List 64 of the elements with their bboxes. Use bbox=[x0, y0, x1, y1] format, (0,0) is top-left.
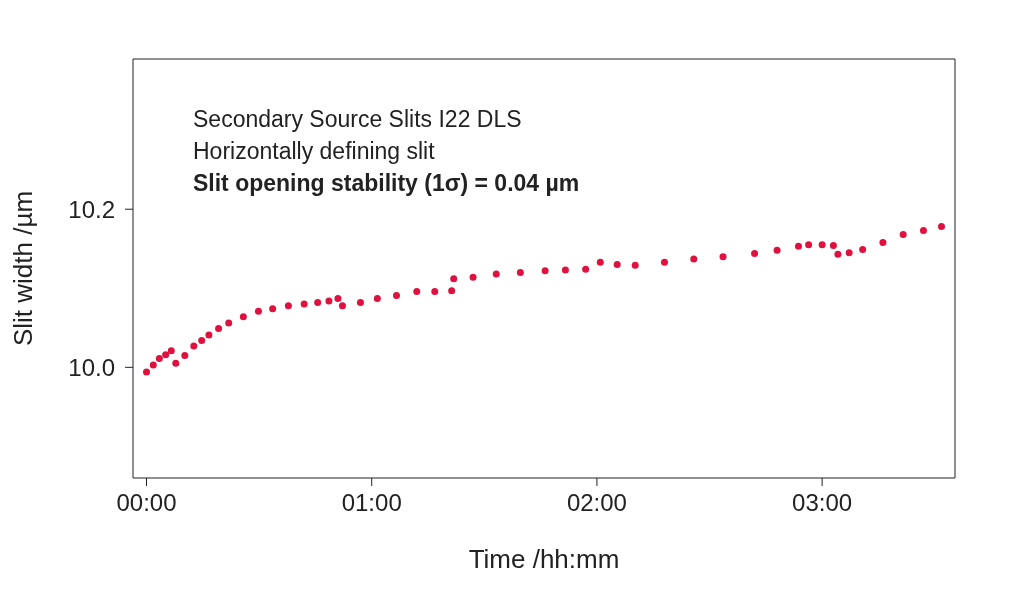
point bbox=[314, 298, 322, 306]
point bbox=[325, 297, 333, 305]
point bbox=[613, 261, 621, 269]
point bbox=[805, 241, 813, 249]
point bbox=[582, 265, 590, 273]
point bbox=[162, 351, 170, 359]
point bbox=[794, 242, 802, 250]
x-tick-label: 00:00 bbox=[116, 489, 177, 517]
point bbox=[845, 249, 853, 257]
point bbox=[413, 287, 421, 295]
point bbox=[834, 250, 842, 258]
point bbox=[596, 258, 604, 266]
point bbox=[469, 273, 477, 281]
point bbox=[300, 300, 308, 308]
point bbox=[392, 291, 400, 299]
point bbox=[149, 361, 157, 369]
y-axis-title: Slit width /µm bbox=[8, 190, 39, 347]
point bbox=[690, 255, 698, 263]
x-tick-label: 02:00 bbox=[566, 489, 627, 517]
point bbox=[215, 325, 223, 333]
point bbox=[919, 227, 927, 235]
point bbox=[631, 261, 639, 269]
point bbox=[431, 287, 439, 295]
point bbox=[284, 302, 292, 310]
y-tick-label: 10.0 bbox=[68, 353, 115, 381]
annotation: Horizontally defining slit bbox=[193, 137, 436, 166]
point bbox=[719, 253, 727, 261]
x-tick-label: 01:00 bbox=[341, 489, 402, 517]
point bbox=[334, 295, 342, 303]
point bbox=[269, 305, 277, 313]
point bbox=[541, 267, 549, 275]
point bbox=[181, 351, 189, 359]
y-tick-label: 10.2 bbox=[68, 195, 115, 223]
point bbox=[190, 342, 198, 350]
point bbox=[448, 287, 456, 295]
point bbox=[561, 266, 569, 274]
point bbox=[356, 298, 364, 306]
point bbox=[516, 268, 524, 276]
point bbox=[155, 355, 163, 363]
point bbox=[198, 336, 206, 344]
point bbox=[492, 270, 500, 278]
point bbox=[660, 258, 668, 266]
x-axis-title: Time /hh:mm bbox=[468, 544, 620, 574]
point bbox=[373, 295, 381, 303]
point bbox=[773, 246, 781, 254]
point bbox=[879, 238, 887, 246]
annotation: Secondary Source Slits I22 DLS bbox=[193, 105, 523, 134]
point bbox=[167, 347, 175, 355]
x-tick-label: 03:00 bbox=[792, 489, 853, 517]
point bbox=[338, 302, 346, 310]
point bbox=[172, 359, 180, 367]
point bbox=[937, 223, 945, 231]
point bbox=[450, 275, 458, 283]
point bbox=[225, 319, 233, 327]
point bbox=[751, 249, 759, 257]
point bbox=[899, 231, 907, 239]
point bbox=[818, 241, 826, 249]
annotation: Slit opening stability (1σ) = 0.04 µm bbox=[193, 169, 580, 198]
point bbox=[859, 246, 867, 254]
point bbox=[254, 307, 262, 315]
point bbox=[829, 242, 837, 250]
point bbox=[143, 368, 151, 376]
point bbox=[239, 313, 247, 321]
point bbox=[205, 331, 213, 339]
